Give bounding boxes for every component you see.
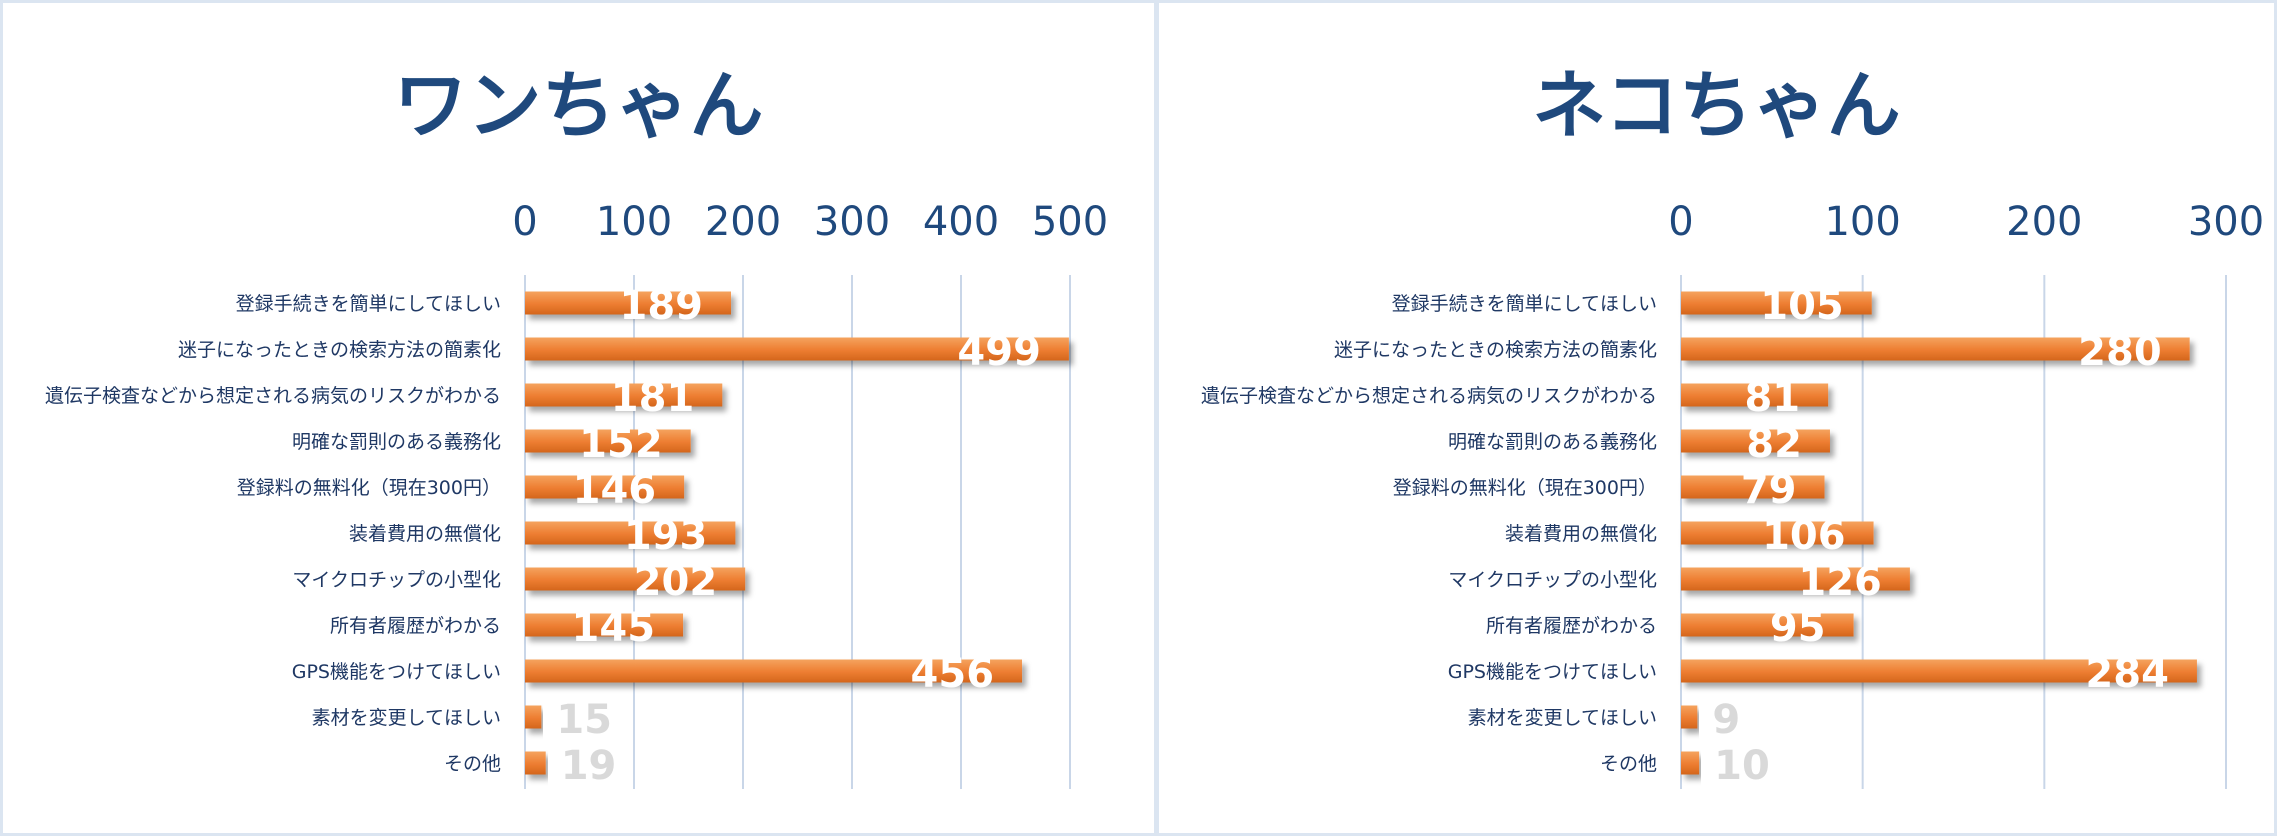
data-label: 15 bbox=[556, 697, 612, 743]
bar bbox=[1681, 567, 1910, 591]
data-label: 19 bbox=[561, 743, 617, 789]
data-label: 284 bbox=[2085, 651, 2169, 697]
x-tick-label: 0 bbox=[512, 199, 537, 245]
category-label: 遺伝子検査などから想定される病気のリスクがわかる bbox=[1201, 385, 1657, 407]
data-label: 145 bbox=[572, 605, 656, 651]
category-label: 明確な罰則のある義務化 bbox=[292, 431, 501, 453]
bar bbox=[1681, 521, 1874, 545]
data-label: 10 bbox=[1714, 743, 1770, 789]
bar bbox=[1681, 475, 1825, 499]
category-label: 遺伝子検査などから想定される病気のリスクがわかる bbox=[45, 385, 501, 407]
bar bbox=[1681, 751, 1700, 775]
data-label: 146 bbox=[573, 467, 657, 513]
x-tick-label: 200 bbox=[2006, 199, 2082, 245]
dog-chart-panel: ワンちゃん 0 100 200 300 400 500 登録手続きを簡単にしてほしい 189 迷… bbox=[0, 0, 1157, 836]
data-label: 126 bbox=[1798, 559, 1882, 605]
data-label: 499 bbox=[957, 329, 1041, 375]
data-label: 81 bbox=[1744, 375, 1800, 421]
data-label: 181 bbox=[611, 375, 695, 421]
category-label: 登録手続きを簡単にしてほしい bbox=[236, 293, 501, 315]
bar bbox=[1681, 613, 1854, 637]
x-tick-label: 400 bbox=[923, 199, 999, 245]
x-tick-label: 300 bbox=[2188, 199, 2264, 245]
bar bbox=[1681, 429, 1830, 453]
category-label: 素材を変更してほしい bbox=[1468, 707, 1657, 729]
category-label: 登録料の無料化（現在300円） bbox=[237, 477, 501, 499]
category-label: GPS機能をつけてほしい bbox=[292, 661, 501, 683]
category-label: その他 bbox=[444, 753, 501, 775]
category-label: 装着費用の無償化 bbox=[349, 523, 501, 545]
x-tick-label: 100 bbox=[596, 199, 672, 245]
bar bbox=[525, 337, 1069, 361]
bar bbox=[1681, 659, 2197, 683]
data-label: 280 bbox=[2078, 329, 2162, 375]
cat-chart-panel: ネコちゃん 0 100 200 300 登録手続きを簡単にしてほしい 105 迷子になったと… bbox=[1156, 0, 2277, 836]
category-label: 明確な罰則のある義務化 bbox=[1448, 431, 1657, 453]
bar bbox=[525, 659, 1023, 683]
data-label: 95 bbox=[1770, 605, 1826, 651]
data-label: 152 bbox=[579, 421, 663, 467]
category-label: マイクロチップの小型化 bbox=[1448, 569, 1657, 591]
data-label: 106 bbox=[1762, 513, 1846, 559]
x-tick-label: 100 bbox=[1824, 199, 1900, 245]
data-label: 9 bbox=[1712, 697, 1740, 743]
bar bbox=[1681, 383, 1829, 407]
category-label: 装着費用の無償化 bbox=[1505, 523, 1657, 545]
cat-chart: 0 100 200 300 登録手続きを簡単にしてほしい 105 迷子になったときの検索方法… bbox=[1201, 199, 2264, 789]
category-label: マイクロチップの小型化 bbox=[292, 569, 501, 591]
chart-title: ネコちゃん bbox=[1532, 63, 1901, 149]
bar bbox=[525, 613, 684, 637]
bar bbox=[525, 705, 542, 729]
x-tick-label: 0 bbox=[1668, 199, 1693, 245]
category-label: その他 bbox=[1600, 753, 1657, 775]
bar bbox=[525, 429, 691, 453]
bar bbox=[1681, 291, 1872, 315]
data-label: 82 bbox=[1746, 421, 1802, 467]
category-label: 迷子になったときの検索方法の簡素化 bbox=[1334, 339, 1657, 361]
x-tick-label: 500 bbox=[1032, 199, 1108, 245]
category-label: 所有者履歴がわかる bbox=[1486, 615, 1657, 637]
bar bbox=[525, 567, 746, 591]
category-label: 迷子になったときの検索方法の簡素化 bbox=[178, 339, 501, 361]
category-label: 所有者履歴がわかる bbox=[330, 615, 501, 637]
data-label: 456 bbox=[911, 651, 995, 697]
dog-chart: 0 100 200 300 400 500 登録手続きを簡単にしてほしい 189 迷子になったと… bbox=[45, 199, 1108, 789]
bar bbox=[1681, 337, 2190, 361]
chart-title: ワンちゃん bbox=[393, 63, 764, 149]
category-label: 登録料の無料化（現在300円） bbox=[1393, 477, 1657, 499]
category-label: 登録手続きを簡単にしてほしい bbox=[1392, 293, 1657, 315]
data-label: 202 bbox=[634, 559, 718, 605]
data-label: 189 bbox=[620, 283, 704, 329]
category-label: GPS機能をつけてほしい bbox=[1448, 661, 1657, 683]
bar bbox=[525, 475, 685, 499]
category-label: 素材を変更してほしい bbox=[312, 707, 501, 729]
data-label: 105 bbox=[1760, 283, 1844, 329]
bar bbox=[525, 521, 736, 545]
data-label: 79 bbox=[1741, 467, 1797, 513]
bar bbox=[525, 291, 732, 315]
x-tick-label: 200 bbox=[705, 199, 781, 245]
bar bbox=[525, 751, 546, 775]
bar bbox=[525, 383, 723, 407]
data-label: 193 bbox=[624, 513, 708, 559]
bar bbox=[1681, 705, 1698, 729]
x-tick-label: 300 bbox=[814, 199, 890, 245]
